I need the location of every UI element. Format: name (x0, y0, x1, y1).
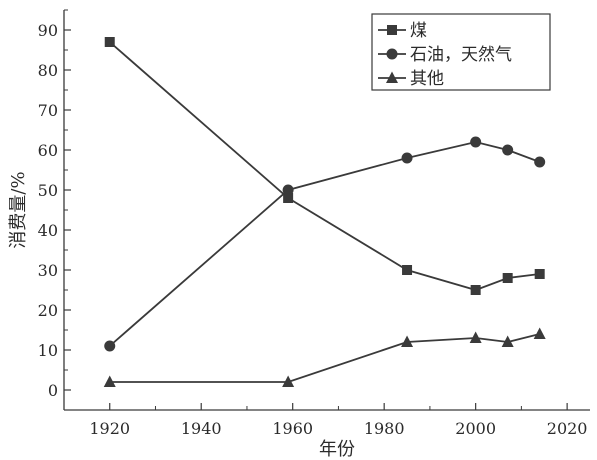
y-tick-label: 90 (38, 21, 58, 40)
legend-marker (386, 48, 398, 60)
series-triangle (103, 327, 546, 387)
x-tick-label: 1920 (89, 419, 130, 438)
x-axis-title: 年份 (319, 439, 355, 460)
legend-marker (387, 25, 397, 35)
data-point (104, 340, 116, 352)
data-point (470, 285, 481, 295)
legend-box (371, 13, 551, 91)
data-point (282, 184, 294, 196)
legend-marker (386, 71, 398, 83)
data-point (470, 136, 482, 148)
y-axis-title: 消费量/% (8, 171, 29, 248)
x-tick-label: 1960 (272, 419, 313, 438)
series-line (109, 333, 540, 383)
x-tick-label: 1980 (364, 419, 405, 438)
y-tick-label: 80 (38, 61, 58, 80)
x-tick-label: 2020 (547, 419, 588, 438)
legend-label: 石油，天然气 (410, 45, 512, 65)
legend-label: 其他 (410, 69, 444, 89)
y-tick-label: 20 (38, 301, 58, 320)
data-point (401, 152, 413, 164)
x-tick-label: 1940 (181, 419, 222, 438)
data-point (533, 327, 546, 339)
series-line (109, 141, 541, 347)
data-point (534, 156, 546, 168)
y-tick-label: 40 (38, 221, 58, 240)
series-square (104, 37, 545, 295)
data-point (104, 37, 115, 47)
data-point (469, 331, 482, 343)
legend-label: 煤 (410, 21, 427, 41)
data-point (401, 335, 414, 347)
series-circle (104, 136, 546, 352)
data-point (534, 269, 545, 279)
y-tick-label: 50 (38, 181, 58, 200)
data-point (502, 273, 513, 283)
data-point (283, 193, 294, 203)
data-point (103, 375, 116, 387)
x-tick-label: 2000 (455, 419, 496, 438)
data-point (402, 265, 413, 275)
y-tick-label: 30 (38, 261, 58, 280)
series-line (109, 41, 540, 291)
axis-ticks: 0 10 20 30 40 50 60 70 80 90 1920 1940 1960 1980 2000 2… (38, 9, 588, 438)
y-tick-label: 10 (38, 341, 58, 360)
data-point (501, 335, 514, 347)
y-tick-label: 60 (38, 141, 58, 160)
data-point (282, 375, 295, 387)
data-point (502, 144, 514, 156)
series-layer (103, 37, 546, 387)
y-tick-label: 0 (48, 381, 58, 400)
y-tick-label: 70 (38, 101, 58, 120)
